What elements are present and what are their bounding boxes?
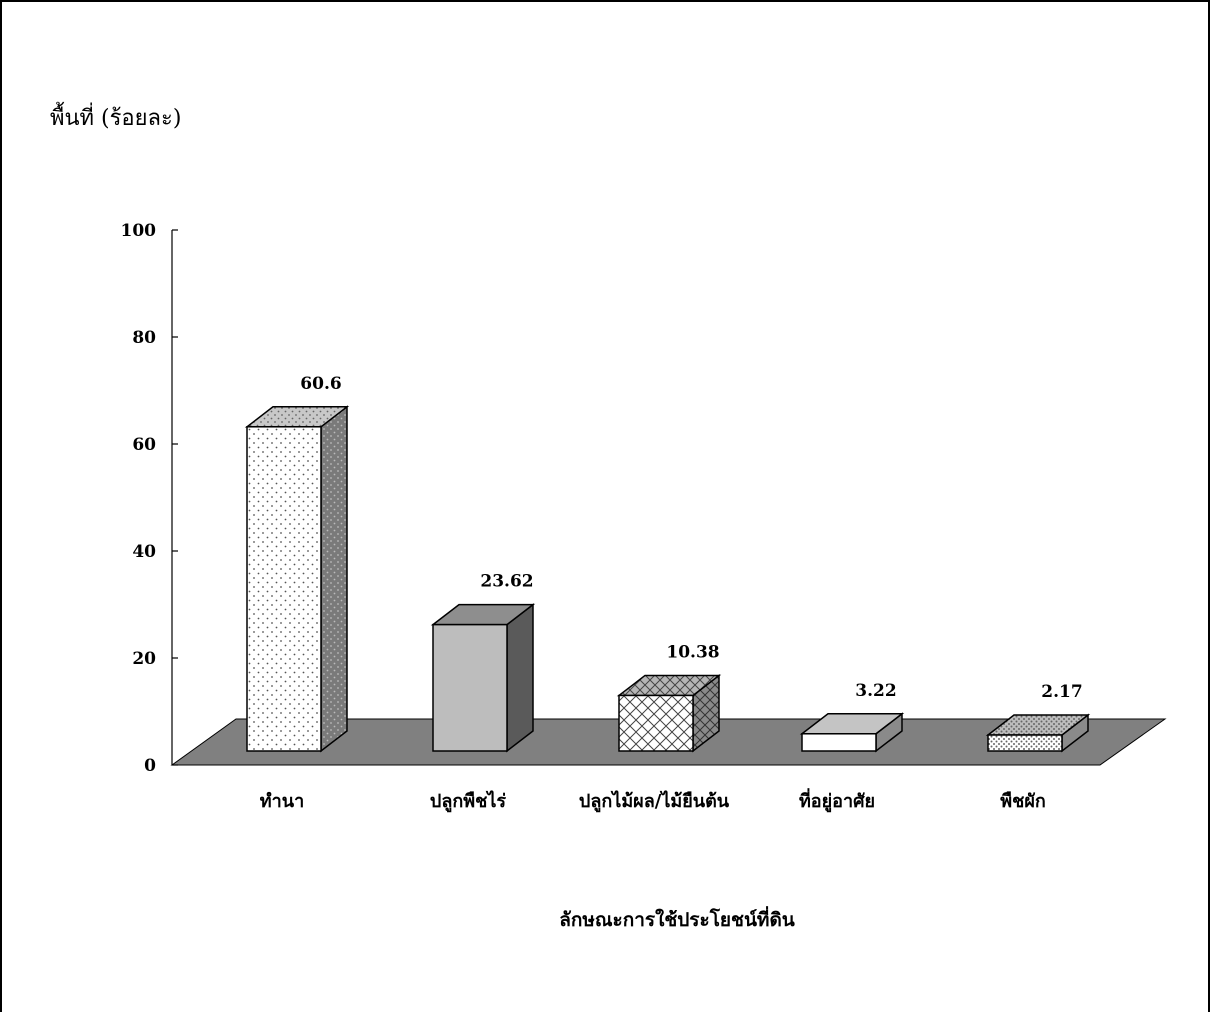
bar [616,673,722,753]
bar [985,713,1091,753]
bar-front [618,694,694,752]
y-tick-label: 100 [121,221,157,241]
bar-side [506,603,534,753]
x-tick-label: พืชผัก [1000,791,1046,812]
y-tick-label: 60 [132,435,156,455]
bar-front [987,734,1063,752]
x-tick-label: ทำนา [260,791,304,812]
y-axis-label: พื้นที่ (ร้อยละ) [50,102,181,131]
data-label: 2.17 [1041,682,1082,702]
data-label: 10.38 [666,642,719,662]
data-label: 60.6 [300,374,341,394]
data-label: 3.22 [855,681,896,701]
y-tick-label: 80 [132,328,156,348]
labels: 60.6 ทำนา 23.62 ปลูกพืชไร่ 10.38 ปลูกไม้ผล/ไม… [260,374,1083,813]
bar-front [246,426,322,752]
data-label: 23.62 [480,572,533,592]
bar [430,603,536,753]
bar [799,712,905,753]
x-axis-label: ลักษณะการใช้ประโยชน์ที่ดิน [559,906,795,931]
bar-side [320,405,348,753]
x-tick-label: ปลูกพืชไร่ [430,790,506,813]
y-tick-label: 0 [144,756,156,776]
y-axis: 0 20 40 60 80 100 [121,221,178,776]
bar-front [801,733,877,752]
x-tick-label: ที่อยู่อาศัย [799,788,875,813]
bars [244,405,1091,753]
bar [244,405,350,753]
x-tick-label: ปลูกไม้ผล/ไม้ยืนต้น [579,790,730,813]
y-tick-label: 40 [132,542,156,562]
bar-front [432,623,508,752]
y-tick-label: 20 [132,649,156,669]
